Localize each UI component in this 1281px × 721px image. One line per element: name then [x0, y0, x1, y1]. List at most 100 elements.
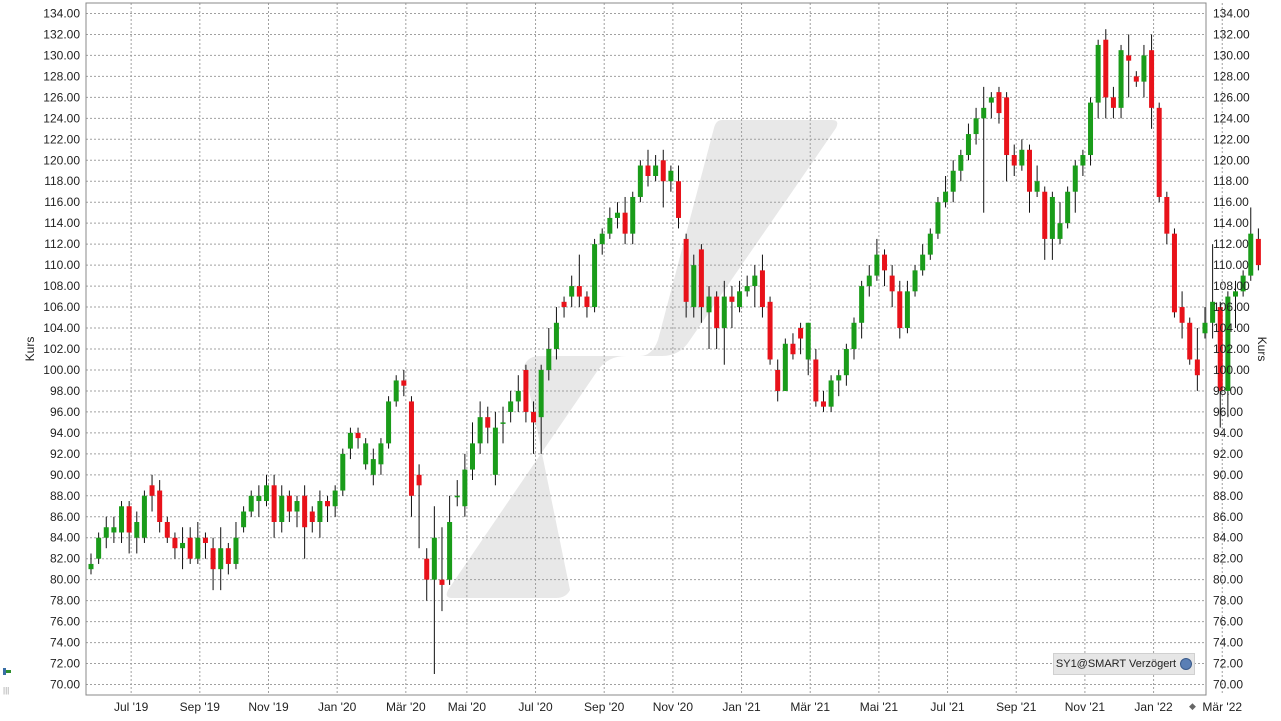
candle-body [508, 401, 514, 412]
candle-body [88, 563, 94, 570]
candle-body [1240, 275, 1246, 292]
chart-settings-icon[interactable] [3, 667, 12, 676]
candle-body [843, 349, 849, 376]
y-tick-label-right: 120.00 [1213, 153, 1250, 167]
candle-body [218, 548, 224, 570]
candle-body [744, 286, 750, 292]
candle-body [553, 322, 559, 349]
y-tick-label-right: 110.00 [1213, 258, 1249, 272]
candle-body [233, 537, 239, 564]
candle-body [851, 322, 857, 349]
candle-body [1141, 55, 1147, 82]
candle-body [202, 537, 208, 543]
candle-body [798, 328, 804, 339]
x-tick-label: Jul '20 [518, 700, 553, 714]
candle-body [1164, 196, 1170, 234]
y-tick-label-left: 90.00 [50, 468, 80, 482]
candle-body [828, 380, 834, 407]
y-tick-label-right: 78.00 [1213, 594, 1243, 608]
candle-body [737, 291, 743, 308]
y-tick-label-right: 94.00 [1213, 426, 1243, 440]
y-tick-label-right: 116.00 [1213, 195, 1249, 209]
x-tick-label: Jul '21 [930, 700, 965, 714]
candle-body [424, 558, 430, 580]
candles [88, 29, 1261, 675]
candle-body [1255, 238, 1261, 266]
y-tick-label-right: 100.00 [1213, 363, 1250, 377]
candle-body [607, 217, 613, 234]
x-tick-label: Nov '19 [248, 700, 289, 714]
candle-body [1179, 307, 1185, 323]
y-tick-label-left: 114.00 [44, 216, 80, 230]
candle-body [195, 537, 201, 559]
candle-body [180, 542, 186, 549]
y-tick-label-right: 106.00 [1213, 300, 1250, 314]
candle-body [653, 165, 659, 176]
plot-frame [85, 2, 1207, 696]
x-tick-label: Mär '21 [790, 700, 830, 714]
candle-body [325, 501, 331, 507]
candle-body [332, 490, 338, 507]
candle-body [592, 244, 598, 308]
y-tick-label-left: 108.00 [43, 279, 80, 293]
candle-body [973, 118, 979, 135]
scroll-right-icon[interactable]: ◆ [1189, 701, 1196, 711]
y-tick-label-right: 134.00 [1213, 6, 1250, 20]
candle-body [119, 506, 125, 533]
y-tick-label-left: 110.00 [44, 258, 80, 272]
candle-body [1202, 322, 1208, 334]
candle-body [96, 537, 102, 559]
candle-body [1026, 149, 1032, 192]
candle-body [676, 181, 682, 218]
candle-body [904, 291, 910, 329]
y-tick-label-left: 116.00 [44, 195, 80, 209]
candle-body [126, 506, 132, 533]
x-tick-label: Jan '20 [318, 700, 357, 714]
x-tick-label: Jan '21 [722, 700, 761, 714]
volume-toggle-icon[interactable]: ||| [3, 686, 10, 695]
globe-icon [1180, 658, 1193, 670]
y-axis-right: 70.00 72.00 74.00 76.00 78.00 80.00 82.00 84.00… [1213, 6, 1250, 691]
x-tick-label: Jan '22 [1134, 700, 1173, 714]
y-tick-label-right: 102.00 [1213, 342, 1250, 356]
candle-body [172, 537, 178, 549]
candle-body [309, 511, 315, 522]
y-tick-label-right: 70.00 [1213, 678, 1243, 692]
candle-body [492, 427, 498, 475]
candle-body [981, 107, 987, 119]
x-tick-label: Mär '22 [1202, 700, 1242, 714]
candle-body [767, 301, 773, 360]
candle-body [347, 432, 353, 449]
candle-body [164, 522, 170, 538]
candle-body [859, 286, 865, 323]
candle-body [1110, 97, 1116, 108]
candle-body [294, 501, 300, 512]
candle-body [706, 296, 712, 313]
y-tick-label-left: 102.00 [43, 342, 80, 356]
candle-body [538, 369, 544, 418]
y-tick-label-left: 132.00 [43, 27, 80, 41]
y-tick-label-right: 118.00 [1213, 174, 1249, 188]
candle-body [668, 170, 674, 182]
candle-body [363, 443, 369, 465]
candle-body [965, 134, 971, 156]
candle-body [561, 301, 567, 308]
y-tick-label-left: 128.00 [43, 69, 80, 83]
y-tick-label-right: 86.00 [1213, 510, 1243, 524]
candle-body [454, 495, 460, 498]
y-tick-label-left: 84.00 [50, 531, 80, 545]
candle-body [1049, 196, 1055, 239]
chart-grid [86, 3, 1223, 695]
y-tick-label-left: 134.00 [43, 6, 80, 20]
x-tick-label: Mär '20 [386, 700, 426, 714]
y-axis-title-right: Kurs [1255, 337, 1269, 362]
source-label: SY1@SMART Verzögert [1055, 658, 1177, 670]
candle-body [416, 474, 422, 486]
candle-body [943, 191, 949, 203]
candle-body [1118, 50, 1124, 108]
candle-body [1187, 322, 1193, 360]
y-axis-left: 70.00 72.00 74.00 76.00 78.00 80.00 82.00 84.00… [43, 6, 80, 691]
y-tick-label-right: 124.00 [1213, 111, 1250, 125]
candle-body [714, 296, 720, 329]
y-tick-label-left: 118.00 [44, 174, 80, 188]
